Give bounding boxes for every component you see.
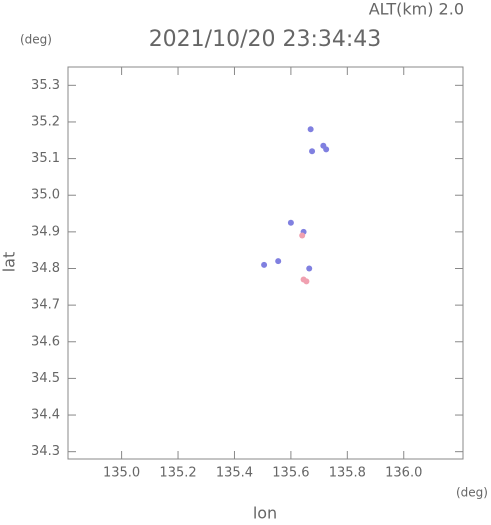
x-tick-label: 135.8 [329, 466, 366, 481]
echo-point [303, 278, 310, 285]
y-axis-label: lat [0, 252, 19, 273]
y-tick-label: 34.9 [31, 224, 60, 239]
x-tick-label: 135.2 [159, 466, 196, 481]
plot-frame [67, 66, 464, 460]
y-tick-label: 35.3 [31, 78, 60, 93]
echo-point [287, 219, 294, 226]
echo-point [261, 261, 268, 268]
x-unit: (deg) [456, 486, 488, 500]
y-tick-label: 34.6 [31, 334, 60, 349]
y-tick-label: 34.4 [31, 408, 60, 423]
echo-point [309, 148, 316, 155]
y-tick-label: 34.7 [31, 298, 60, 313]
echo-point [275, 258, 282, 265]
y-tick-label: 35.1 [31, 151, 60, 166]
echo-point [299, 232, 306, 239]
x-tick-label: 135.0 [103, 466, 140, 481]
y-tick-label: 35.2 [31, 114, 60, 129]
altitude-label: ALT(km) 2.0 [369, 0, 464, 19]
y-tick-label: 34.5 [31, 371, 60, 386]
y-unit: (deg) [20, 33, 52, 47]
y-tick-label: 34.3 [31, 444, 60, 459]
y-tick-label: 35.0 [31, 188, 60, 203]
x-tick-label: 135.6 [272, 466, 309, 481]
y-tick-label: 34.8 [31, 261, 60, 276]
x-tick-label: 135.4 [216, 466, 253, 481]
echo-point [323, 146, 330, 153]
echo-point [307, 126, 314, 133]
x-tick-label: 136.0 [385, 466, 422, 481]
echo-point [306, 265, 313, 272]
chart-title: 2021/10/20 23:34:43 [149, 27, 382, 52]
x-axis-label: lon [253, 504, 277, 522]
